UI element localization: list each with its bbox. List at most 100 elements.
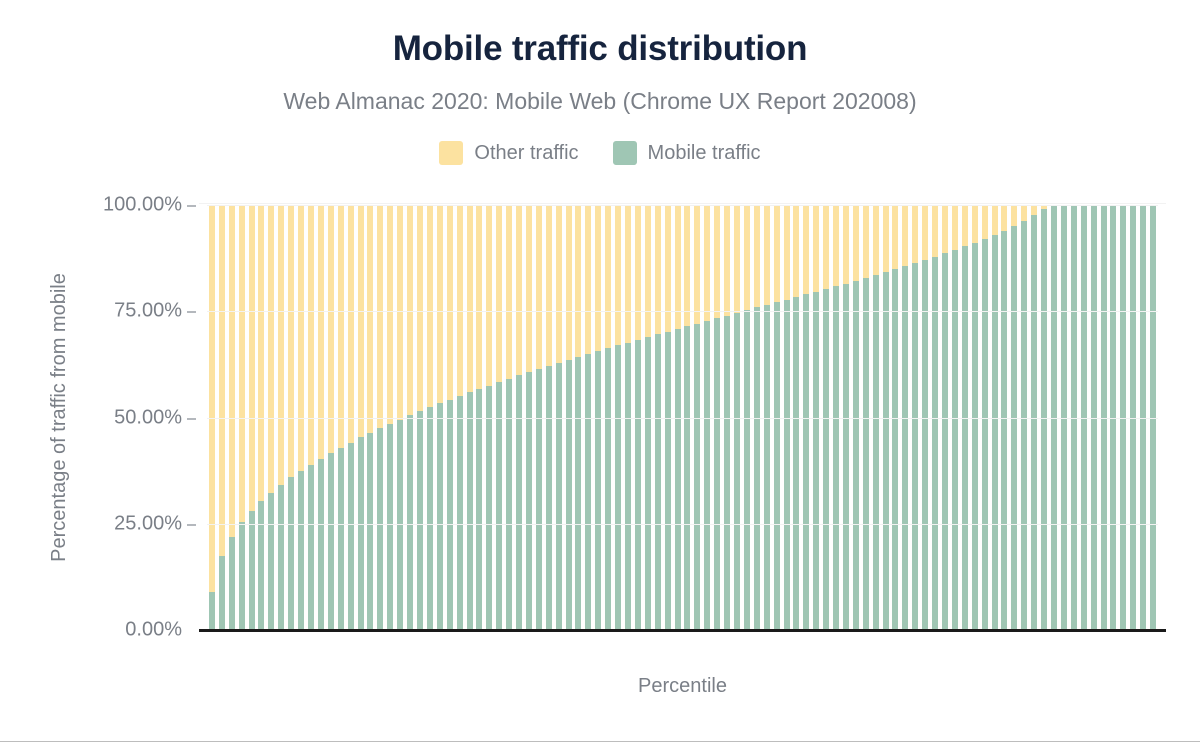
stacked-bar[interactable]: [724, 205, 731, 630]
bar-segment-mobile-traffic: [803, 294, 810, 630]
legend-item-mobile-traffic[interactable]: Mobile traffic: [612, 141, 761, 165]
stacked-bar[interactable]: [842, 205, 849, 630]
stacked-bar[interactable]: [753, 205, 760, 630]
stacked-bar[interactable]: [575, 205, 582, 630]
stacked-bar[interactable]: [872, 205, 879, 630]
stacked-bar[interactable]: [1031, 205, 1038, 630]
stacked-bar[interactable]: [833, 205, 840, 630]
stacked-bar[interactable]: [337, 205, 344, 630]
stacked-bar[interactable]: [1150, 205, 1157, 630]
stacked-bar[interactable]: [308, 205, 315, 630]
stacked-bar[interactable]: [1041, 205, 1048, 630]
stacked-bar[interactable]: [694, 205, 701, 630]
stacked-bar[interactable]: [506, 205, 513, 630]
stacked-bar[interactable]: [922, 205, 929, 630]
stacked-bar[interactable]: [317, 205, 324, 630]
stacked-bar[interactable]: [654, 205, 661, 630]
legend-item-other-traffic[interactable]: Other traffic: [439, 141, 579, 165]
stacked-bar[interactable]: [496, 205, 503, 630]
stacked-bar[interactable]: [357, 205, 364, 630]
stacked-bar[interactable]: [942, 205, 949, 630]
stacked-bar[interactable]: [674, 205, 681, 630]
stacked-bar[interactable]: [248, 205, 255, 630]
stacked-bar[interactable]: [535, 205, 542, 630]
stacked-bar[interactable]: [1110, 205, 1117, 630]
stacked-bar[interactable]: [595, 205, 602, 630]
stacked-bar[interactable]: [466, 205, 473, 630]
stacked-bar[interactable]: [932, 205, 939, 630]
stacked-bar[interactable]: [1011, 205, 1018, 630]
stacked-bar[interactable]: [773, 205, 780, 630]
stacked-bar[interactable]: [862, 205, 869, 630]
stacked-bar[interactable]: [416, 205, 423, 630]
stacked-bar[interactable]: [625, 205, 632, 630]
stacked-bar[interactable]: [298, 205, 305, 630]
stacked-bar[interactable]: [525, 205, 532, 630]
stacked-bar[interactable]: [981, 205, 988, 630]
stacked-bar[interactable]: [545, 205, 552, 630]
stacked-bar[interactable]: [327, 205, 334, 630]
stacked-bar[interactable]: [228, 205, 235, 630]
stacked-bar[interactable]: [1070, 205, 1077, 630]
stacked-bar[interactable]: [644, 205, 651, 630]
stacked-bar[interactable]: [664, 205, 671, 630]
stacked-bar[interactable]: [585, 205, 592, 630]
stacked-bar[interactable]: [377, 205, 384, 630]
stacked-bar[interactable]: [684, 205, 691, 630]
stacked-bar[interactable]: [1060, 205, 1067, 630]
stacked-bar[interactable]: [1050, 205, 1057, 630]
stacked-bar[interactable]: [714, 205, 721, 630]
stacked-bar[interactable]: [486, 205, 493, 630]
stacked-bar[interactable]: [218, 205, 225, 630]
stacked-bar[interactable]: [743, 205, 750, 630]
stacked-bar[interactable]: [912, 205, 919, 630]
stacked-bar[interactable]: [397, 205, 404, 630]
stacked-bar[interactable]: [763, 205, 770, 630]
stacked-bar[interactable]: [208, 205, 215, 630]
stacked-bar[interactable]: [367, 205, 374, 630]
stacked-bar[interactable]: [1130, 205, 1137, 630]
stacked-bar[interactable]: [733, 205, 740, 630]
stacked-bar[interactable]: [1100, 205, 1107, 630]
bar-segment-other-traffic: [991, 205, 998, 235]
stacked-bar[interactable]: [803, 205, 810, 630]
stacked-bar[interactable]: [1090, 205, 1097, 630]
stacked-bar[interactable]: [436, 205, 443, 630]
stacked-bar[interactable]: [605, 205, 612, 630]
stacked-bar[interactable]: [426, 205, 433, 630]
stacked-bar[interactable]: [823, 205, 830, 630]
stacked-bar[interactable]: [555, 205, 562, 630]
stacked-bar[interactable]: [971, 205, 978, 630]
stacked-bar[interactable]: [892, 205, 899, 630]
stacked-bar[interactable]: [1080, 205, 1087, 630]
stacked-bar[interactable]: [288, 205, 295, 630]
stacked-bar[interactable]: [446, 205, 453, 630]
stacked-bar[interactable]: [238, 205, 245, 630]
stacked-bar[interactable]: [615, 205, 622, 630]
stacked-bar[interactable]: [476, 205, 483, 630]
stacked-bar[interactable]: [1021, 205, 1028, 630]
stacked-bar[interactable]: [407, 205, 414, 630]
stacked-bar[interactable]: [565, 205, 572, 630]
stacked-bar[interactable]: [1140, 205, 1147, 630]
stacked-bar[interactable]: [704, 205, 711, 630]
stacked-bar[interactable]: [882, 205, 889, 630]
stacked-bar[interactable]: [278, 205, 285, 630]
stacked-bar[interactable]: [783, 205, 790, 630]
stacked-bar[interactable]: [1120, 205, 1127, 630]
stacked-bar[interactable]: [961, 205, 968, 630]
stacked-bar[interactable]: [456, 205, 463, 630]
stacked-bar[interactable]: [1001, 205, 1008, 630]
stacked-bar[interactable]: [902, 205, 909, 630]
stacked-bar[interactable]: [347, 205, 354, 630]
stacked-bar[interactable]: [268, 205, 275, 630]
stacked-bar[interactable]: [793, 205, 800, 630]
stacked-bar[interactable]: [258, 205, 265, 630]
stacked-bar[interactable]: [852, 205, 859, 630]
stacked-bar[interactable]: [387, 205, 394, 630]
stacked-bar[interactable]: [951, 205, 958, 630]
stacked-bar[interactable]: [813, 205, 820, 630]
stacked-bar[interactable]: [634, 205, 641, 630]
stacked-bar[interactable]: [991, 205, 998, 630]
stacked-bar[interactable]: [516, 205, 523, 630]
